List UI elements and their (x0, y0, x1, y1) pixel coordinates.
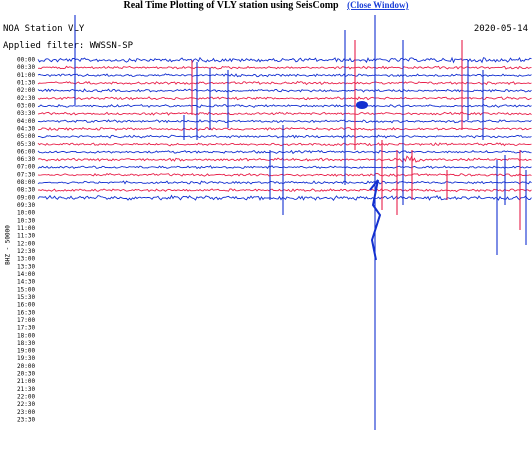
trace (37, 142, 532, 147)
time-label: 06:00 (17, 148, 35, 155)
trace (37, 194, 532, 201)
time-label: 21:00 (17, 378, 35, 385)
trace (37, 65, 532, 70)
time-label: 17:30 (17, 325, 35, 332)
trace (37, 172, 532, 177)
time-label: 20:30 (17, 371, 35, 378)
time-label: 22:00 (17, 394, 35, 401)
time-label: 16:30 (17, 309, 35, 316)
time-label: 21:30 (17, 386, 35, 393)
quake (369, 179, 382, 261)
trace (37, 73, 532, 78)
time-label: 12:30 (17, 248, 35, 255)
page-title: Real Time Plotting of VLY station using … (123, 0, 339, 11)
time-label: 07:30 (17, 171, 35, 178)
filter: Applied filter: WWSSN-SP (3, 41, 134, 51)
time-label: 03:30 (17, 110, 35, 117)
trace (37, 165, 532, 170)
trace (37, 111, 532, 116)
time-label: 03:00 (17, 102, 35, 109)
time-label: 08:00 (17, 179, 35, 186)
time-label: 04:00 (17, 118, 35, 125)
time-label: 23:00 (17, 409, 35, 416)
time-label: 12:00 (17, 240, 35, 247)
station: NOA Station VLY (3, 24, 85, 34)
time-label: 01:00 (17, 72, 35, 79)
header: Real Time Plotting of VLY station using … (0, 0, 532, 11)
trace (37, 134, 532, 139)
close-link[interactable]: (Close Window) (347, 0, 409, 10)
time-label: 11:30 (17, 233, 35, 240)
time-label: 09:30 (17, 202, 35, 209)
time-label: 19:30 (17, 355, 35, 362)
time-label: 18:30 (17, 340, 35, 347)
trace (37, 96, 532, 101)
time-label: 05:00 (17, 133, 35, 140)
time-label: 11:00 (17, 225, 35, 232)
time-label: 07:00 (17, 164, 35, 171)
time-label: 14:00 (17, 271, 35, 278)
time-label: 10:30 (17, 217, 35, 224)
trace (37, 188, 532, 193)
time-label: 02:00 (17, 87, 35, 94)
trace (37, 88, 532, 93)
trace (37, 126, 532, 131)
time-label: 00:30 (17, 64, 35, 71)
time-label: 09:00 (17, 194, 35, 201)
time-label: 10:00 (17, 210, 35, 217)
time-label: 16:00 (17, 302, 35, 309)
time-label: 13:30 (17, 263, 35, 270)
time-label: 00:00 (17, 57, 35, 64)
time-label: 02:30 (17, 95, 35, 102)
time-label: 04:30 (17, 125, 35, 132)
trace (37, 80, 532, 86)
time-label: 22:30 (17, 401, 35, 408)
time-label: 05:30 (17, 141, 35, 148)
time-label: 15:30 (17, 294, 35, 301)
time-label: 18:00 (17, 332, 35, 339)
trace (37, 119, 532, 124)
time-label: 13:00 (17, 256, 35, 263)
trace (37, 56, 532, 64)
trace (37, 180, 532, 185)
time-label: 20:00 (17, 363, 35, 370)
event (356, 101, 368, 109)
trace (37, 103, 532, 108)
axis-label: BHZ - 50000 (5, 225, 12, 265)
trace (37, 155, 532, 163)
time-label: 17:00 (17, 317, 35, 324)
time-label: 14:30 (17, 279, 35, 286)
date: 2020-05-14 (474, 24, 528, 34)
time-label: 19:00 (17, 348, 35, 355)
trace (37, 149, 532, 155)
time-label: 08:30 (17, 187, 35, 194)
time-label: 01:30 (17, 79, 35, 86)
time-label: 23:30 (17, 417, 35, 424)
traces (37, 15, 532, 430)
time-label: 06:30 (17, 156, 35, 163)
time-label: 15:00 (17, 286, 35, 293)
